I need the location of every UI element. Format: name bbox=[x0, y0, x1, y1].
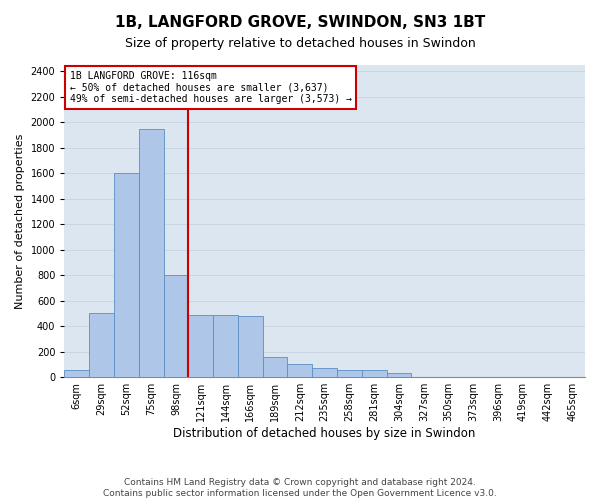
Bar bbox=[238, 316, 263, 377]
Bar bbox=[362, 370, 386, 377]
Bar bbox=[188, 315, 213, 377]
Bar bbox=[139, 128, 164, 377]
Bar bbox=[312, 368, 337, 377]
Text: Contains HM Land Registry data © Crown copyright and database right 2024.
Contai: Contains HM Land Registry data © Crown c… bbox=[103, 478, 497, 498]
Bar bbox=[287, 364, 312, 377]
Text: 1B, LANGFORD GROVE, SWINDON, SN3 1BT: 1B, LANGFORD GROVE, SWINDON, SN3 1BT bbox=[115, 15, 485, 30]
X-axis label: Distribution of detached houses by size in Swindon: Distribution of detached houses by size … bbox=[173, 427, 476, 440]
Bar bbox=[386, 374, 412, 377]
Bar bbox=[164, 276, 188, 377]
Bar bbox=[64, 370, 89, 377]
Bar bbox=[213, 315, 238, 377]
Bar bbox=[263, 357, 287, 377]
Bar bbox=[337, 370, 362, 377]
Text: Size of property relative to detached houses in Swindon: Size of property relative to detached ho… bbox=[125, 38, 475, 51]
Bar bbox=[114, 174, 139, 377]
Bar bbox=[89, 314, 114, 377]
Y-axis label: Number of detached properties: Number of detached properties bbox=[15, 134, 25, 309]
Text: 1B LANGFORD GROVE: 116sqm
← 50% of detached houses are smaller (3,637)
49% of se: 1B LANGFORD GROVE: 116sqm ← 50% of detac… bbox=[70, 71, 352, 104]
